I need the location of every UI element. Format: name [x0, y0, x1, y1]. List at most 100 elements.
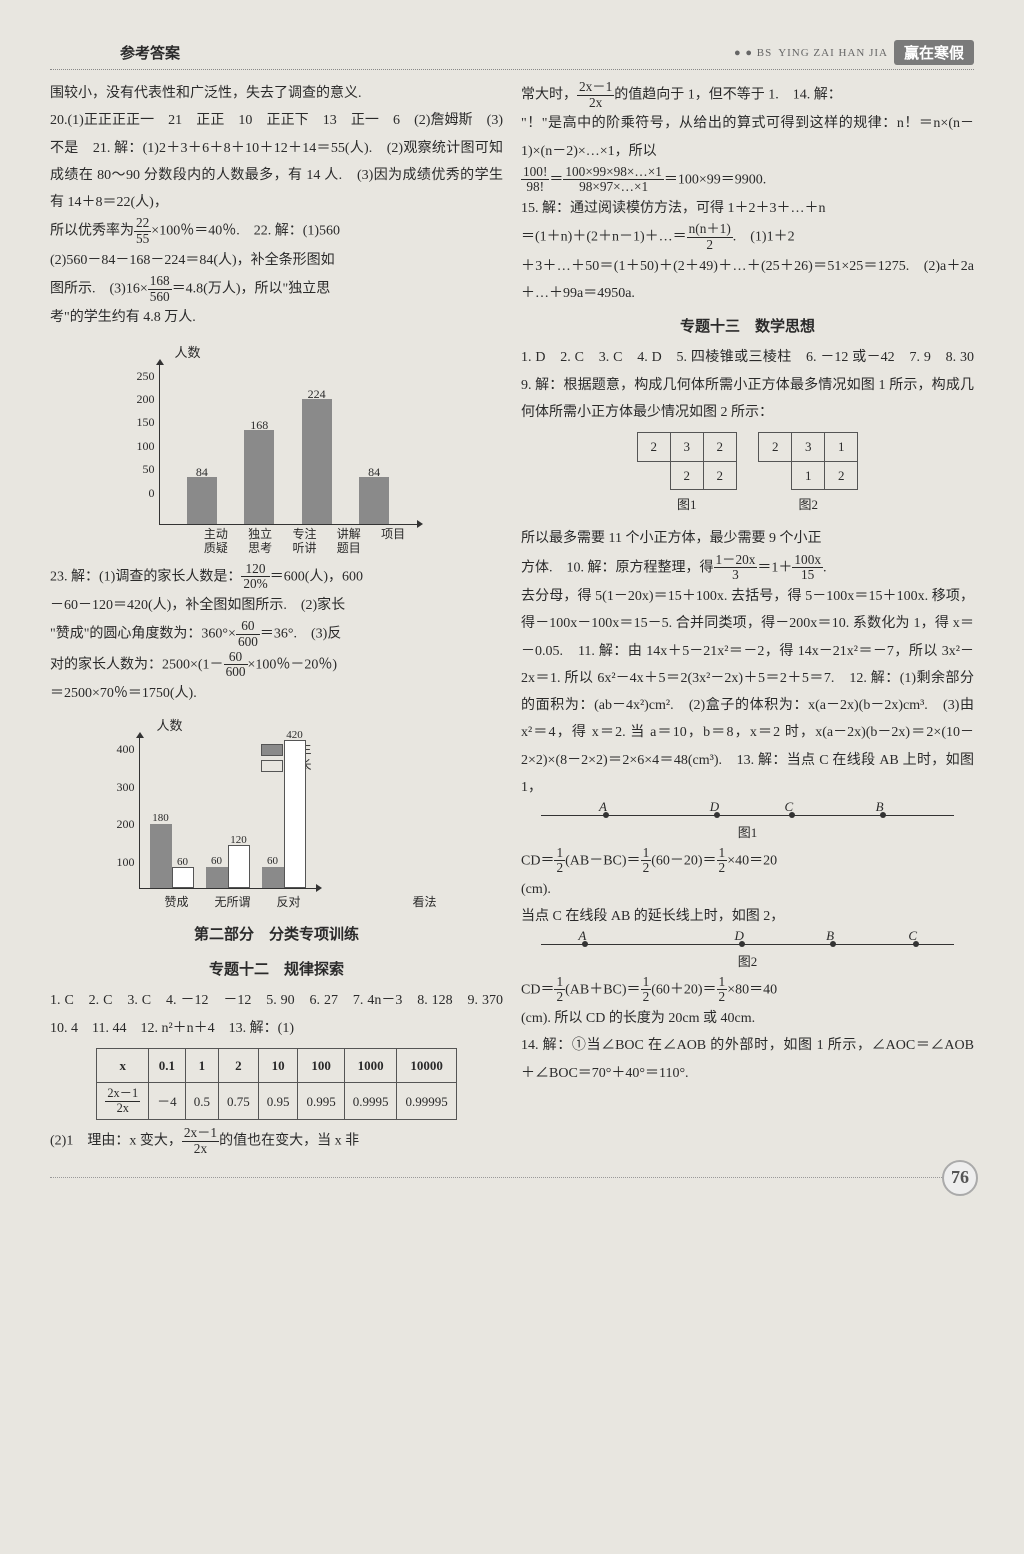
text: ＝2500×70％＝1750(人).: [50, 680, 503, 707]
fraction: 12: [554, 846, 565, 876]
frac-den: 2x: [105, 1102, 140, 1116]
text: (cm).: [521, 876, 974, 903]
y-axis: 0 50 100 150 200 250: [137, 365, 159, 505]
bar-parent: 60: [172, 867, 194, 888]
ytick: 300: [117, 776, 135, 799]
bar: 84: [359, 477, 389, 524]
bar-student: 60: [262, 867, 284, 888]
fraction: 2x－12x: [182, 1126, 219, 1156]
right-column: 常大时，2x－12x的值趋向于 1，但不等于 1. 14. 解： "！"是高中的…: [521, 80, 974, 1157]
text: ×80＝40: [727, 982, 777, 997]
text: (60＋20)＝: [651, 982, 716, 997]
swatch-icon: [261, 744, 283, 756]
text: 当点 C 在线段 AB 的延长线上时，如图 2，: [521, 903, 974, 930]
x-label: 无所谓: [211, 891, 255, 914]
frac-num: 1－20x: [714, 553, 758, 569]
th: 2: [218, 1048, 258, 1082]
td: 2x－12x: [97, 1083, 149, 1120]
fraction: 12: [717, 975, 728, 1005]
bar: 168: [244, 430, 274, 524]
td-empty: [759, 461, 792, 489]
text: ＝(1＋n)＋(2＋n－1)＋…＝: [521, 230, 687, 245]
bar-parent: 120: [228, 845, 250, 888]
content-columns: 围较小，没有代表性和广泛性，失去了调查的意义. 20.(1)正正正正一 21 正…: [50, 80, 974, 1157]
frac-num: 2x－1: [182, 1126, 219, 1142]
text: CD＝: [521, 982, 554, 997]
table-row: x 0.1 1 2 10 100 1000 10000: [97, 1048, 456, 1082]
header-left-title: 参考答案: [120, 42, 180, 63]
th: 1: [185, 1048, 218, 1082]
bar-label: 84: [359, 461, 389, 484]
text: 图所示. (3)16×168560＝4.8(万人)，所以"独立思: [50, 274, 503, 304]
text: . (1)1＋2: [733, 230, 795, 245]
fraction: 12: [641, 975, 652, 1005]
frac-num: 2x－1: [577, 80, 614, 96]
fraction: 12: [641, 846, 652, 876]
bar: 224: [302, 399, 332, 524]
chart-2: 人数 100 200 300 400 学生 家长: [117, 713, 437, 915]
frac-den: 15: [792, 568, 823, 583]
td: 0.5: [185, 1083, 218, 1120]
text: 所以优秀率为2255×100％＝40％. 22. 解：(1)560: [50, 216, 503, 246]
frac-den: 3: [714, 568, 758, 583]
text: 所以优秀率为: [50, 224, 134, 239]
x-label: 主动质疑: [195, 527, 237, 556]
fraction: 12020%: [241, 562, 269, 592]
td: 2: [759, 433, 792, 461]
y-axis: 100 200 300 400: [117, 738, 139, 888]
text: 图所示. (3)16×: [50, 281, 148, 296]
fig-caption: 图1: [521, 820, 974, 845]
text: (2)1 理由：x 变大，: [50, 1134, 182, 1149]
bar-label: 120: [229, 830, 249, 851]
text: －60－120＝420(人)，补全图如图所示. (2)家长: [50, 592, 503, 619]
td: 3: [670, 433, 703, 461]
frac-num: 1: [641, 975, 652, 991]
frac-num: 60: [224, 650, 248, 666]
frac-num: 2x－1: [105, 1087, 140, 1102]
fraction: 12: [554, 975, 565, 1005]
plot: 学生 家长 180 60 60 120 60 4: [139, 738, 316, 889]
text: 23. 解：(1)调查的家长人数是：: [50, 569, 241, 584]
text: "赞成"的圆心角度数为：360°×: [50, 627, 236, 642]
text: 23. 解：(1)调查的家长人数是：12020%＝600(人)，600: [50, 562, 503, 592]
table-row: 2x－12x －4 0.5 0.75 0.95 0.995 0.9995 0.9…: [97, 1083, 456, 1120]
bar-group: 84: [353, 477, 395, 524]
fraction: 2x－12x: [105, 1087, 140, 1115]
frac-num: 22: [134, 216, 151, 232]
bar-student: 60: [206, 867, 228, 888]
bar-student: 180: [150, 824, 172, 888]
bar-label: 224: [302, 383, 332, 406]
x-labels: 主动质疑 独立思考 专注听讲 讲解题目 项目: [165, 527, 417, 556]
text: (AB－BC)＝: [565, 853, 640, 868]
td: －4: [149, 1083, 186, 1120]
ytick: 200: [117, 813, 135, 836]
text: 去分母，得 5(1－20x)＝15＋100x. 去括号，得 5－100x＝15＋…: [521, 583, 974, 801]
point-label: B: [826, 923, 834, 948]
frac-num: 120: [241, 562, 269, 578]
text: ×100％＝40％. 22. 解：(1)560: [151, 224, 340, 239]
fraction: 100×99×98×…×198×97×…×1: [563, 165, 663, 195]
frac-den: 560: [148, 290, 172, 305]
point-label: D: [710, 794, 719, 819]
text: CD＝12(AB＋BC)＝12(60＋20)＝12×80＝40: [521, 975, 974, 1005]
text: ×40＝20: [727, 853, 777, 868]
text: 所以最多需要 11 个小正方体，最少需要 9 个小正: [521, 525, 974, 552]
th: 10000: [397, 1048, 456, 1082]
frac-den: 2x: [577, 96, 614, 111]
bar-group: 224: [296, 399, 338, 524]
x-label: 专注听讲: [283, 527, 325, 556]
text: 1. C 2. C 3. C 4. －12 －12 5. 90 6. 27 7.…: [50, 987, 503, 1042]
page-number-circle: 76: [942, 1160, 978, 1196]
ytick: 100: [137, 435, 155, 458]
frac-den: 2x: [182, 1142, 219, 1157]
frac-num: 1: [717, 975, 728, 991]
point-label: C: [908, 923, 917, 948]
swatch-icon: [261, 760, 283, 772]
x-axis-label: 看法: [412, 891, 436, 914]
frac-num: 168: [148, 274, 172, 290]
td: 2: [637, 433, 670, 461]
td: 1: [792, 461, 825, 489]
text: (2)560－84－168－224＝84(人)，补全条形图如: [50, 247, 503, 274]
bar-label: 420: [285, 725, 305, 746]
frac-den: 98!: [521, 180, 549, 195]
